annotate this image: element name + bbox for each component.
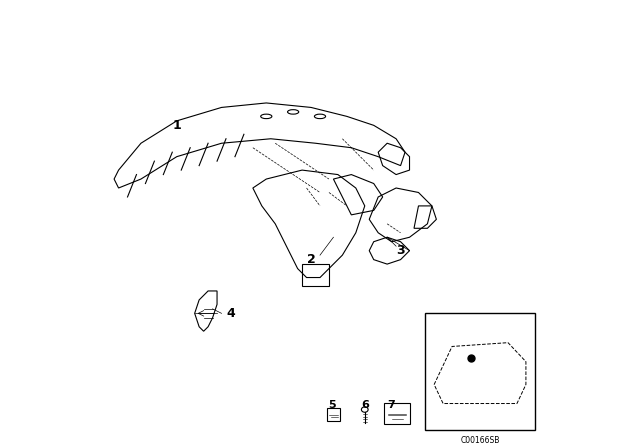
Text: 3: 3 <box>396 244 405 257</box>
Text: 6: 6 <box>361 400 369 410</box>
Text: 7: 7 <box>388 400 396 410</box>
Text: C00166SB: C00166SB <box>460 436 500 445</box>
Text: 4: 4 <box>226 307 235 320</box>
Text: 5: 5 <box>328 400 336 410</box>
Bar <box>425 313 535 430</box>
Text: 1: 1 <box>172 119 181 132</box>
Text: 2: 2 <box>307 253 316 266</box>
